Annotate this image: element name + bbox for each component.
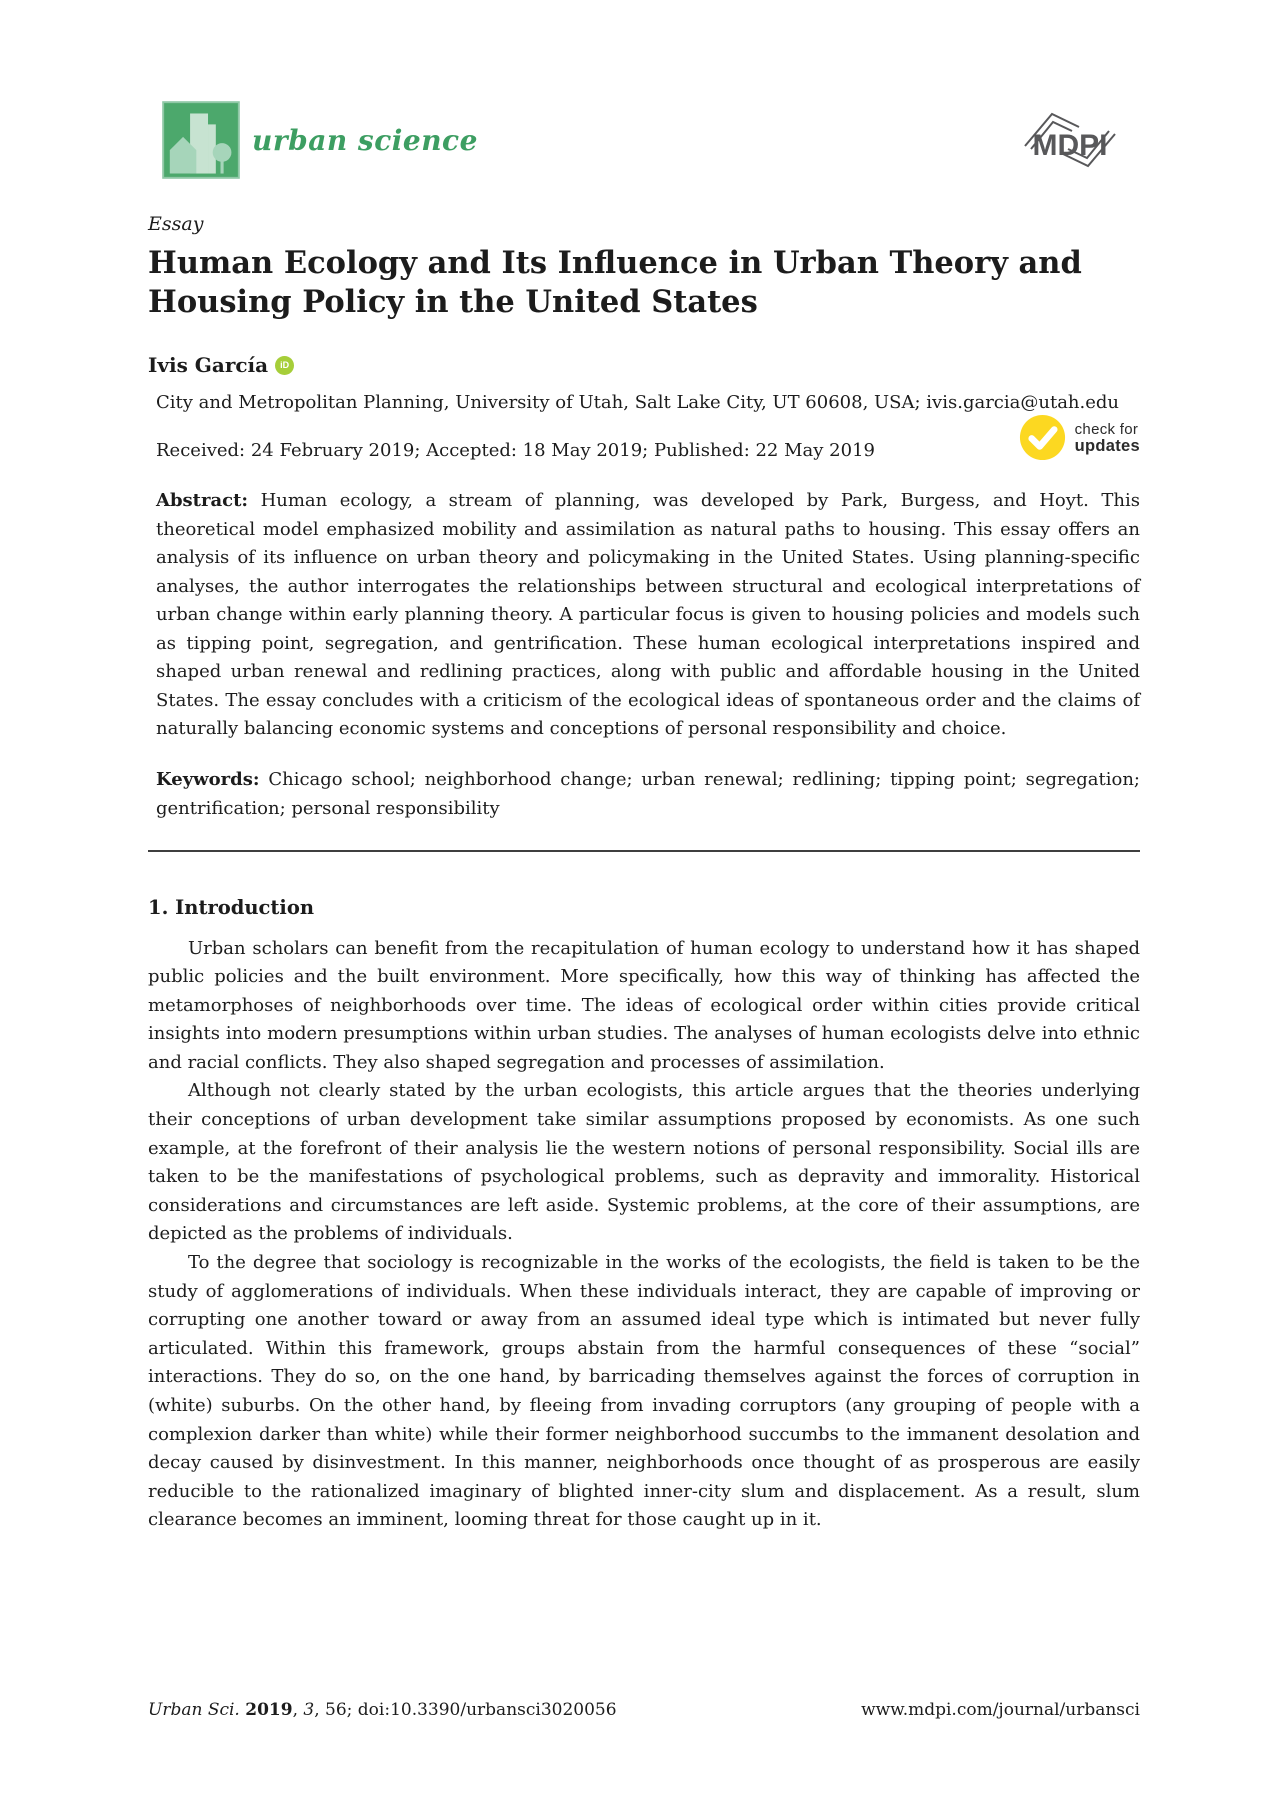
body-paragraph: Urban scholars can benefit from the reca… — [148, 937, 1140, 1073]
mdpi-logo-icon: MDPI — [1024, 112, 1116, 168]
page-footer: Urban Sci. 2019, 3, 56; doi:10.3390/urba… — [148, 1700, 1140, 1720]
front-matter: City and Metropolitan Planning, Universi… — [156, 392, 1140, 823]
section-divider — [148, 849, 1140, 852]
journal-brand: urban science — [162, 101, 478, 179]
author-name: Ivis García — [148, 353, 269, 377]
abstract-paragraph: Abstract: Human ecology, a stream of pla… — [156, 487, 1140, 744]
footer-year: 2019 — [245, 1700, 293, 1720]
abstract-label: Abstract: — [156, 490, 249, 511]
check-for-updates-label: check for updates — [1075, 421, 1140, 455]
journal-name: urban science — [252, 123, 478, 157]
dates-text: Received: 24 February 2019; Accepted: 18… — [156, 440, 875, 461]
author-row: Ivis García iD — [148, 353, 1140, 377]
updates-text: updates — [1074, 436, 1140, 455]
body-paragraph: Although not clearly stated by the urban… — [148, 1080, 1140, 1245]
body-paragraph: To the degree that sociology is recogniz… — [148, 1252, 1140, 1531]
section-heading-introduction: 1. Introduction — [148, 895, 315, 919]
author-affiliation: City and Metropolitan Planning, Universi… — [156, 392, 1120, 413]
check-for-updates-badge[interactable]: check for updates — [1019, 414, 1140, 461]
citation-info: Urban Sci. 2019, 3, 56; doi:10.3390/urba… — [148, 1700, 617, 1720]
article-type-label: Essay — [148, 213, 204, 235]
orcid-icon[interactable]: iD — [275, 355, 295, 375]
footer-volume: 3 — [303, 1700, 315, 1720]
footer-doi: , 56; doi:10.3390/urbansci3020056 — [314, 1700, 617, 1720]
check-for-text: check for — [1074, 420, 1139, 438]
urban-science-logo-icon — [162, 101, 240, 179]
keywords-label: Keywords: — [156, 768, 260, 790]
article-title: Human Ecology and Its Influence in Urban… — [148, 245, 1082, 320]
footer-journal-name: Urban Sci. — [148, 1700, 240, 1720]
keywords-paragraph: Keywords: Chicago school; neighborhood c… — [156, 765, 1140, 823]
checkmark-icon — [1019, 414, 1065, 461]
keywords-text: Chicago school; neighborhood change; urb… — [156, 768, 1140, 819]
mdpi-wordmark: MDPI — [1033, 129, 1108, 162]
footer-separator: , — [292, 1700, 304, 1720]
journal-url: www.mdpi.com/journal/urbansci — [861, 1700, 1140, 1720]
dates-row: Received: 24 February 2019; Accepted: 18… — [156, 414, 1140, 461]
journal-header: urban science MDPI — [148, 101, 1140, 179]
abstract-text: Human ecology, a stream of planning, was… — [156, 490, 1140, 739]
